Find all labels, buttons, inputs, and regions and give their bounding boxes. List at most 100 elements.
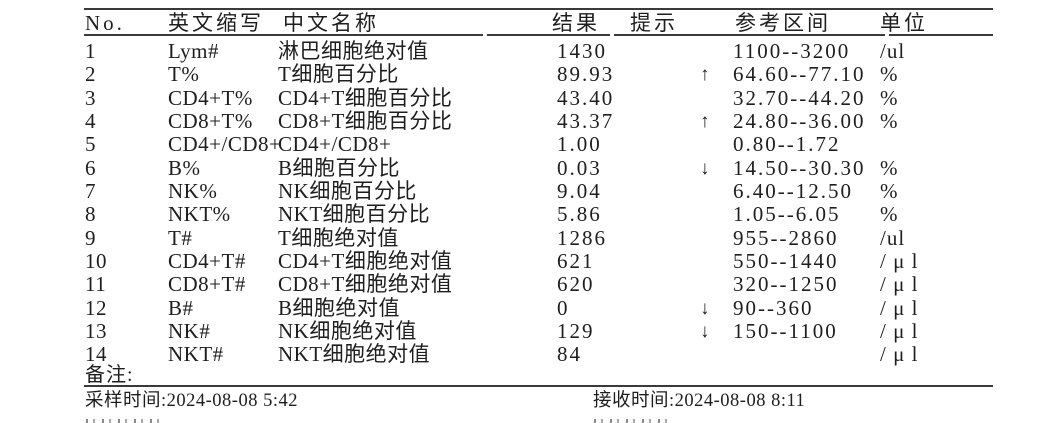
cell-result: 9.04: [557, 179, 602, 204]
cell-reference: 1.05--6.05: [733, 202, 841, 227]
cell-result: 129: [557, 319, 595, 344]
cell-reference: 150--1100: [733, 319, 838, 344]
table-row: 3 CD4+T% CD4+T细胞百分比 43.40 32.70--44.20 %: [85, 85, 993, 110]
cell-result: 5.86: [557, 202, 602, 227]
cell-result: 1.00: [557, 132, 602, 157]
cell-result: 621: [557, 249, 595, 274]
cell-flag: [700, 87, 733, 110]
cell-no: 10: [85, 249, 107, 274]
col-header-reference: 参考区间: [735, 11, 831, 35]
cell-name: B细胞绝对值: [278, 295, 401, 320]
cell-reference: 1100--3200: [733, 39, 851, 63]
cell-name: NK细胞百分比: [278, 179, 417, 204]
cell-flag: [700, 203, 733, 226]
cell-no: 12: [85, 295, 107, 320]
cell-reference: 6.40--12.50: [733, 179, 853, 204]
cell-unit: %: [880, 202, 899, 227]
cell-no: 3: [85, 85, 96, 110]
table-row: 13 NK# NK细胞绝对值 129 ↓ 150--1100 / μ l: [85, 319, 993, 344]
cell-flag: [700, 133, 733, 156]
cell-name: T细胞绝对值: [278, 225, 399, 250]
table-row: 8 NKT% NKT细胞百分比 5.86 1.05--6.05 %: [85, 202, 993, 227]
col-header-name: 中文名称: [283, 11, 379, 35]
cell-no: 2: [85, 62, 96, 87]
cell-result: 0.03: [557, 155, 602, 180]
cell-abbr: NKT#: [168, 342, 224, 367]
cell-unit: [880, 133, 993, 156]
cell-flag: [700, 250, 733, 273]
cell-name: T细胞百分比: [278, 62, 399, 87]
cell-reference: 320--1250: [733, 272, 839, 297]
cell-abbr: NKT%: [168, 202, 231, 227]
table-row: 4 CD8+T% CD8+T细胞百分比 43.37 ↑ 24.80--36.00…: [85, 109, 993, 134]
cell-name: B细胞百分比: [278, 155, 401, 180]
clipped-text-fragment-left: [86, 419, 160, 423]
cell-reference: 955--2860: [733, 225, 839, 250]
cell-unit: %: [880, 179, 899, 204]
cell-unit: %: [880, 155, 899, 180]
table-row: 6 B% B细胞百分比 0.03 ↓ 14.50--30.30 %: [85, 155, 993, 180]
cell-reference: 14.50--30.30: [733, 155, 866, 180]
cell-abbr: CD8+T%: [168, 109, 253, 134]
table-top-rule: [84, 8, 993, 10]
table-row: 9 T# T细胞绝对值 1286 955--2860 /ul: [85, 225, 993, 250]
cell-no: 14: [85, 342, 107, 367]
cell-no: 11: [85, 272, 107, 297]
down-arrow-icon: ↓: [700, 297, 710, 319]
cell-reference: 0.80--1.72: [733, 132, 841, 157]
cell-abbr: CD4+T#: [168, 249, 246, 274]
cell-abbr: NK#: [168, 319, 211, 344]
cell-name: CD8+T细胞百分比: [278, 109, 453, 134]
table-row: 5 CD4+/CD8+ CD4+/CD8+ 1.00 0.80--1.72: [85, 132, 993, 157]
cell-no: 4: [85, 109, 96, 134]
table-body: 1 Lym# 淋巴细胞绝对值 1430 1100--3200 /ul 2 T% …: [85, 39, 993, 367]
cell-reference: 24.80--36.00: [733, 109, 866, 134]
cell-flag: [700, 227, 733, 250]
cell-result: 1430: [557, 39, 607, 63]
table-header-rule: [84, 34, 993, 36]
up-arrow-icon: ↑: [700, 64, 710, 86]
cell-abbr: T%: [168, 62, 200, 87]
cell-unit: %: [880, 109, 899, 134]
cell-no: 5: [85, 132, 96, 157]
cell-unit: / μ l: [880, 272, 919, 297]
cell-result: 84: [557, 342, 582, 367]
remarks-label: 备注:: [85, 364, 134, 386]
cell-name: CD4+/CD8+: [278, 132, 392, 157]
cell-result: 43.37: [557, 109, 615, 134]
remarks-rule: [84, 385, 993, 387]
up-arrow-icon: ↑: [700, 111, 710, 133]
col-header-no: No.: [85, 11, 125, 35]
cell-name: 淋巴细胞绝对值: [278, 39, 429, 63]
cell-reference: 32.70--44.20: [733, 85, 866, 110]
cell-result: 620: [557, 272, 595, 297]
cell-abbr: CD8+T#: [168, 272, 246, 297]
cell-name: NK细胞绝对值: [278, 319, 417, 344]
rule-gap: [483, 34, 487, 36]
cell-unit: / μ l: [880, 295, 919, 320]
cell-unit: /ul: [880, 39, 906, 63]
table-row: 10 CD4+T# CD4+T细胞绝对值 621 550--1440 / μ l: [85, 249, 993, 274]
cell-unit: / μ l: [880, 319, 919, 344]
cell-reference: [733, 343, 880, 366]
table-row: 14 NKT# NKT细胞绝对值 84 / μ l: [85, 342, 993, 367]
sample-time-text: 采样时间:2024-08-08 5:42: [85, 391, 298, 411]
col-header-flag: 提示: [630, 11, 678, 35]
cell-no: 8: [85, 202, 96, 227]
cell-result: 1286: [557, 225, 607, 250]
cell-reference: 90--360: [733, 295, 814, 320]
cell-flag: [700, 180, 733, 203]
cell-no: 6: [85, 155, 96, 180]
cell-no: 9: [85, 225, 96, 250]
cell-abbr: B#: [168, 295, 194, 320]
cell-no: 13: [85, 319, 107, 344]
cell-unit: / μ l: [880, 342, 919, 367]
cell-abbr: B%: [168, 155, 201, 180]
cell-flag: [700, 40, 733, 63]
cell-unit: %: [880, 85, 899, 110]
cell-no: 1: [85, 39, 96, 63]
cell-name: CD8+T细胞绝对值: [278, 272, 453, 297]
down-arrow-icon: ↓: [700, 321, 710, 343]
rule-gap: [610, 34, 614, 36]
col-header-abbr: 英文缩写: [168, 11, 264, 35]
